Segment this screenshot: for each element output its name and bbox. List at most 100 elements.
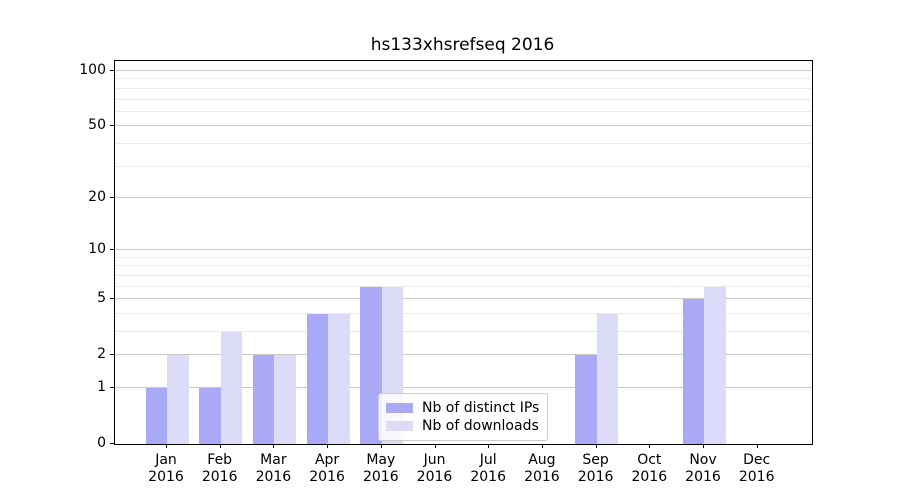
gridline-minor <box>115 285 812 287</box>
x-tick-mark <box>219 444 221 448</box>
x-tick-month: Jun <box>423 452 446 468</box>
x-tick-label: Feb 2016 <box>178 452 262 486</box>
gridline-minor <box>115 331 812 332</box>
y-tick-mark <box>110 196 114 198</box>
x-tick-year: 2016 <box>685 469 721 485</box>
y-tick-mark <box>110 387 114 388</box>
x-tick-label: Mar 2016 <box>231 452 315 486</box>
x-tick-label: Jan 2016 <box>124 452 208 486</box>
y-tick-label: 10 <box>88 241 106 258</box>
y-tick-label: 100 <box>79 62 106 78</box>
x-tick-label: Nov 2016 <box>661 452 745 486</box>
x-tick-label: Oct 2016 <box>607 452 691 486</box>
bar-nb-of-distinct-ips-jan <box>145 388 167 444</box>
x-tick-mark <box>595 444 597 448</box>
legend-label: Nb of downloads <box>422 418 539 434</box>
gridline-major <box>115 298 812 300</box>
y-tick-label: 2 <box>97 346 106 363</box>
legend-swatch <box>386 403 413 413</box>
y-tick-mark <box>110 125 114 127</box>
y-tick-label: 20 <box>88 188 106 205</box>
chart-title: hs133xhsrefseq 2016 <box>370 35 555 55</box>
x-tick-month: Nov <box>689 452 717 468</box>
x-tick-label: Sep 2016 <box>554 452 638 486</box>
gridline-minor <box>115 87 812 89</box>
legend-label: Nb of distinct IPs <box>422 400 540 416</box>
y-tick-label: 1 <box>97 379 106 395</box>
y-tick-label: 0 <box>97 435 106 451</box>
x-tick-mark <box>273 444 275 448</box>
bar-nb-of-distinct-ips-may <box>360 286 382 444</box>
x-tick-mark <box>541 444 543 448</box>
x-tick-year: 2016 <box>201 469 238 485</box>
x-tick-mark <box>703 444 704 448</box>
gridline-minor <box>115 78 812 80</box>
bar-nb-of-downloads-sep <box>596 313 619 444</box>
bar-nb-of-distinct-ips-sep <box>575 355 597 444</box>
x-tick-mark <box>756 444 758 448</box>
x-tick-month: Apr <box>314 452 340 468</box>
x-tick-year: 2016 <box>309 469 345 485</box>
x-tick-year: 2016 <box>577 469 614 485</box>
x-tick-month: Feb <box>207 452 233 468</box>
bar-nb-of-downloads-jan <box>167 355 189 444</box>
bar-nb-of-downloads-apr <box>328 313 350 444</box>
x-tick-month: Jul <box>479 452 497 468</box>
y-tick-mark <box>110 298 114 300</box>
bar-nb-of-distinct-ips-nov <box>682 299 704 444</box>
gridline-minor <box>115 142 812 144</box>
y-tick-label: 50 <box>88 117 106 134</box>
x-tick-mark <box>380 444 382 448</box>
y-tick-mark <box>110 443 114 444</box>
x-tick-year: 2016 <box>362 469 399 485</box>
gridline-minor <box>115 274 812 276</box>
gridline-minor <box>115 110 812 112</box>
x-tick-year: 2016 <box>738 469 775 485</box>
gridline-major <box>115 354 812 356</box>
x-tick-label: Dec 2016 <box>715 452 799 486</box>
legend: Nb of distinct IPs Nb of downloads <box>378 393 548 441</box>
bar-nb-of-distinct-ips-apr <box>306 313 329 444</box>
bar-nb-of-downloads-mar <box>274 355 296 444</box>
bar-nb-of-downloads-nov <box>704 286 726 444</box>
y-tick-mark <box>110 70 114 71</box>
x-tick-year: 2016 <box>524 469 560 485</box>
x-tick-year: 2016 <box>255 469 292 485</box>
legend-entry: Nb of distinct IPs <box>386 399 540 417</box>
legend-swatch <box>386 421 413 431</box>
x-tick-year: 2016 <box>631 469 668 485</box>
x-tick-month: May <box>366 452 396 468</box>
gridline-major <box>115 125 812 127</box>
y-tick-mark <box>110 354 114 356</box>
x-tick-label: May 2016 <box>339 452 423 486</box>
gridline-major <box>115 249 812 251</box>
x-tick-month: Oct <box>637 452 662 468</box>
x-tick-label: Aug 2016 <box>500 452 584 486</box>
x-tick-year: 2016 <box>148 469 184 485</box>
gridline-major <box>115 387 812 388</box>
gridline-minor <box>115 265 812 267</box>
x-tick-month: Dec <box>743 452 771 468</box>
x-tick-mark <box>434 444 436 448</box>
plot-area <box>114 60 813 445</box>
x-tick-month: Jan <box>155 452 177 468</box>
y-tick-label: 5 <box>97 290 106 307</box>
x-tick-year: 2016 <box>470 469 506 485</box>
legend-entry: Nb of downloads <box>386 417 540 435</box>
x-tick-mark <box>166 444 167 448</box>
y-tick-mark <box>110 249 114 251</box>
bar-nb-of-distinct-ips-mar <box>252 355 275 444</box>
gridline-major <box>115 70 812 71</box>
gridline-minor <box>115 98 812 100</box>
x-tick-month: Mar <box>260 452 287 468</box>
x-tick-mark <box>488 444 490 448</box>
gridline-minor <box>115 165 812 167</box>
x-tick-month: Sep <box>582 452 609 468</box>
bar-nb-of-distinct-ips-feb <box>199 388 221 444</box>
x-tick-mark <box>327 444 329 448</box>
x-tick-month: Aug <box>528 452 556 468</box>
bar-nb-of-downloads-feb <box>220 332 243 444</box>
x-tick-label: Apr 2016 <box>285 452 369 486</box>
x-tick-mark <box>649 444 651 448</box>
